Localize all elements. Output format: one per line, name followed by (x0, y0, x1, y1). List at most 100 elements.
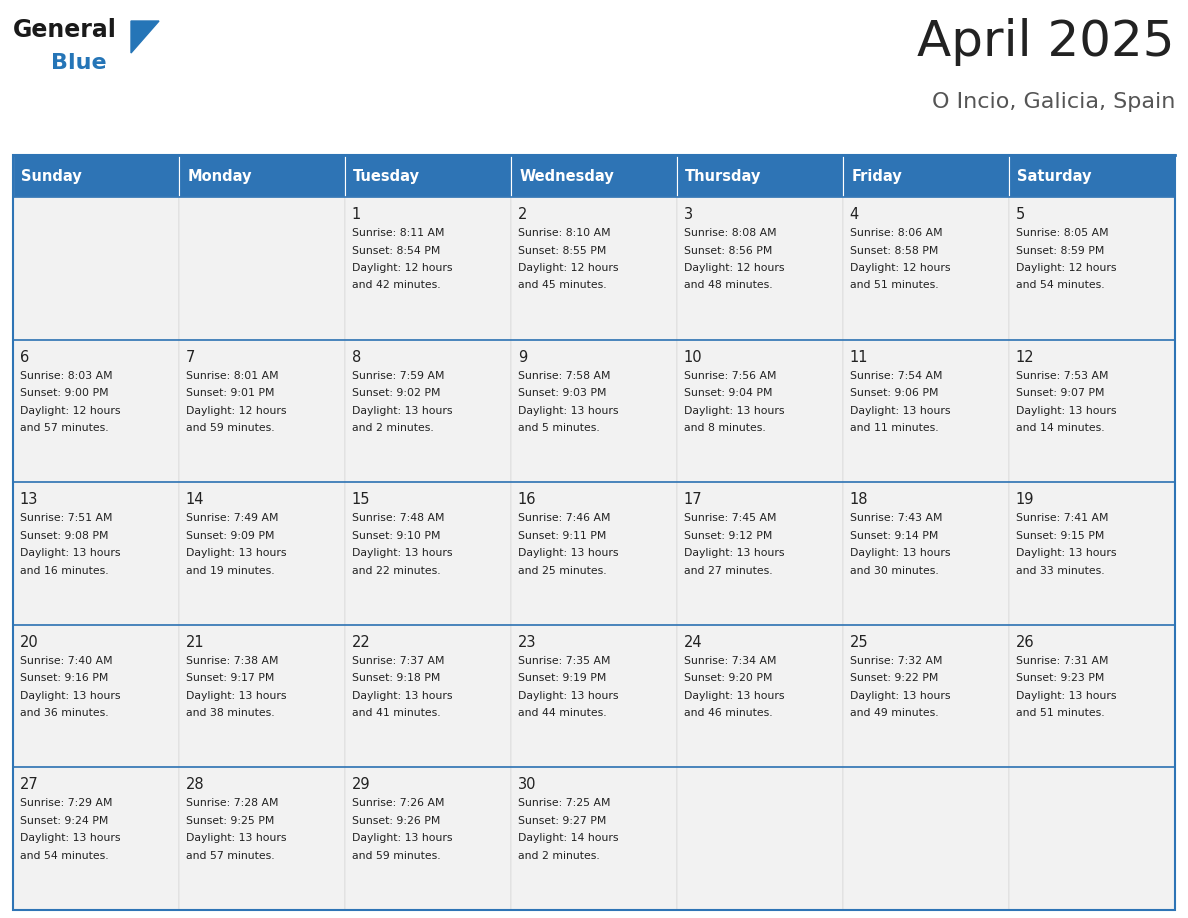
Text: Daylight: 13 hours: Daylight: 13 hours (518, 691, 618, 700)
FancyBboxPatch shape (1009, 625, 1175, 767)
Text: 4: 4 (849, 207, 859, 222)
Text: and 14 minutes.: and 14 minutes. (1016, 423, 1105, 433)
Text: and 54 minutes.: and 54 minutes. (20, 851, 108, 861)
FancyBboxPatch shape (179, 340, 345, 482)
FancyBboxPatch shape (511, 625, 677, 767)
Text: Sunset: 9:16 PM: Sunset: 9:16 PM (20, 673, 108, 683)
Text: Sunrise: 8:01 AM: Sunrise: 8:01 AM (185, 371, 278, 381)
Text: 25: 25 (849, 635, 868, 650)
FancyBboxPatch shape (843, 340, 1009, 482)
Text: Daylight: 13 hours: Daylight: 13 hours (849, 406, 950, 416)
Text: Sunset: 9:20 PM: Sunset: 9:20 PM (683, 673, 772, 683)
Text: Sunrise: 7:53 AM: Sunrise: 7:53 AM (1016, 371, 1108, 381)
Text: and 49 minutes.: and 49 minutes. (849, 709, 939, 718)
FancyBboxPatch shape (179, 482, 345, 625)
Text: 15: 15 (352, 492, 371, 508)
Text: Sunrise: 7:35 AM: Sunrise: 7:35 AM (518, 655, 611, 666)
Text: Sunrise: 7:34 AM: Sunrise: 7:34 AM (683, 655, 776, 666)
Text: 19: 19 (1016, 492, 1034, 508)
Text: Sunset: 9:19 PM: Sunset: 9:19 PM (518, 673, 606, 683)
FancyBboxPatch shape (13, 340, 179, 482)
FancyBboxPatch shape (13, 625, 179, 767)
Text: Daylight: 13 hours: Daylight: 13 hours (352, 548, 453, 558)
Text: and 2 minutes.: and 2 minutes. (518, 851, 600, 861)
Text: Daylight: 13 hours: Daylight: 13 hours (352, 834, 453, 844)
Text: and 16 minutes.: and 16 minutes. (20, 565, 108, 576)
Text: Sunrise: 7:56 AM: Sunrise: 7:56 AM (683, 371, 776, 381)
Text: and 27 minutes.: and 27 minutes. (683, 565, 772, 576)
Text: Sunset: 9:23 PM: Sunset: 9:23 PM (1016, 673, 1104, 683)
FancyBboxPatch shape (843, 482, 1009, 625)
Text: Daylight: 12 hours: Daylight: 12 hours (849, 263, 950, 273)
FancyBboxPatch shape (677, 340, 843, 482)
Text: and 46 minutes.: and 46 minutes. (683, 709, 772, 718)
FancyBboxPatch shape (13, 155, 179, 197)
Text: Sunset: 9:09 PM: Sunset: 9:09 PM (185, 531, 274, 541)
FancyBboxPatch shape (179, 155, 345, 197)
FancyBboxPatch shape (1009, 155, 1175, 197)
Text: Sunset: 9:18 PM: Sunset: 9:18 PM (352, 673, 440, 683)
FancyBboxPatch shape (13, 767, 179, 910)
Text: Daylight: 13 hours: Daylight: 13 hours (185, 548, 286, 558)
Text: Sunset: 8:56 PM: Sunset: 8:56 PM (683, 245, 772, 255)
FancyBboxPatch shape (345, 197, 511, 340)
Text: 2: 2 (518, 207, 527, 222)
Text: O Incio, Galicia, Spain: O Incio, Galicia, Spain (931, 92, 1175, 112)
Text: Daylight: 13 hours: Daylight: 13 hours (849, 691, 950, 700)
Text: Daylight: 12 hours: Daylight: 12 hours (518, 263, 618, 273)
Text: Sunrise: 7:38 AM: Sunrise: 7:38 AM (185, 655, 278, 666)
FancyBboxPatch shape (345, 155, 511, 197)
Text: Sunrise: 7:58 AM: Sunrise: 7:58 AM (518, 371, 611, 381)
Text: Thursday: Thursday (685, 169, 762, 184)
Text: Sunset: 9:07 PM: Sunset: 9:07 PM (1016, 388, 1104, 398)
Text: Sunset: 8:59 PM: Sunset: 8:59 PM (1016, 245, 1104, 255)
Text: Sunset: 9:01 PM: Sunset: 9:01 PM (185, 388, 274, 398)
FancyBboxPatch shape (1009, 340, 1175, 482)
Text: Sunrise: 8:06 AM: Sunrise: 8:06 AM (849, 228, 942, 238)
Text: Daylight: 13 hours: Daylight: 13 hours (1016, 406, 1117, 416)
Text: Daylight: 12 hours: Daylight: 12 hours (1016, 263, 1117, 273)
Text: Daylight: 12 hours: Daylight: 12 hours (352, 263, 453, 273)
Text: Sunset: 9:08 PM: Sunset: 9:08 PM (20, 531, 108, 541)
FancyBboxPatch shape (1009, 482, 1175, 625)
Text: and 41 minutes.: and 41 minutes. (352, 709, 441, 718)
Text: Sunset: 9:03 PM: Sunset: 9:03 PM (518, 388, 606, 398)
Text: Sunset: 9:02 PM: Sunset: 9:02 PM (352, 388, 440, 398)
Text: 24: 24 (683, 635, 702, 650)
Text: 17: 17 (683, 492, 702, 508)
Text: Sunrise: 7:45 AM: Sunrise: 7:45 AM (683, 513, 776, 523)
Text: Sunrise: 7:48 AM: Sunrise: 7:48 AM (352, 513, 444, 523)
FancyBboxPatch shape (511, 155, 677, 197)
FancyBboxPatch shape (843, 767, 1009, 910)
FancyBboxPatch shape (511, 340, 677, 482)
Text: and 42 minutes.: and 42 minutes. (352, 281, 441, 290)
Text: Sunrise: 7:49 AM: Sunrise: 7:49 AM (185, 513, 278, 523)
Text: Daylight: 12 hours: Daylight: 12 hours (185, 406, 286, 416)
Text: Daylight: 13 hours: Daylight: 13 hours (849, 548, 950, 558)
Text: 8: 8 (352, 350, 361, 364)
Text: Sunset: 9:15 PM: Sunset: 9:15 PM (1016, 531, 1104, 541)
Text: Sunset: 9:27 PM: Sunset: 9:27 PM (518, 816, 606, 826)
Text: 12: 12 (1016, 350, 1035, 364)
Text: Sunrise: 7:31 AM: Sunrise: 7:31 AM (1016, 655, 1108, 666)
Text: General: General (13, 18, 116, 42)
Text: and 59 minutes.: and 59 minutes. (185, 423, 274, 433)
Text: 7: 7 (185, 350, 195, 364)
Text: Sunrise: 7:51 AM: Sunrise: 7:51 AM (20, 513, 112, 523)
Text: Daylight: 13 hours: Daylight: 13 hours (20, 691, 120, 700)
FancyBboxPatch shape (1009, 197, 1175, 340)
Text: 30: 30 (518, 778, 536, 792)
Text: Sunset: 9:04 PM: Sunset: 9:04 PM (683, 388, 772, 398)
Text: Sunset: 9:00 PM: Sunset: 9:00 PM (20, 388, 108, 398)
Text: 14: 14 (185, 492, 204, 508)
Text: 11: 11 (849, 350, 868, 364)
Text: and 59 minutes.: and 59 minutes. (352, 851, 441, 861)
FancyBboxPatch shape (677, 625, 843, 767)
Text: Sunset: 8:55 PM: Sunset: 8:55 PM (518, 245, 606, 255)
Text: Sunrise: 7:41 AM: Sunrise: 7:41 AM (1016, 513, 1108, 523)
Text: and 38 minutes.: and 38 minutes. (185, 709, 274, 718)
Text: and 11 minutes.: and 11 minutes. (849, 423, 939, 433)
Text: Sunrise: 7:37 AM: Sunrise: 7:37 AM (352, 655, 444, 666)
Text: Daylight: 13 hours: Daylight: 13 hours (20, 834, 120, 844)
Text: Sunset: 8:58 PM: Sunset: 8:58 PM (849, 245, 939, 255)
